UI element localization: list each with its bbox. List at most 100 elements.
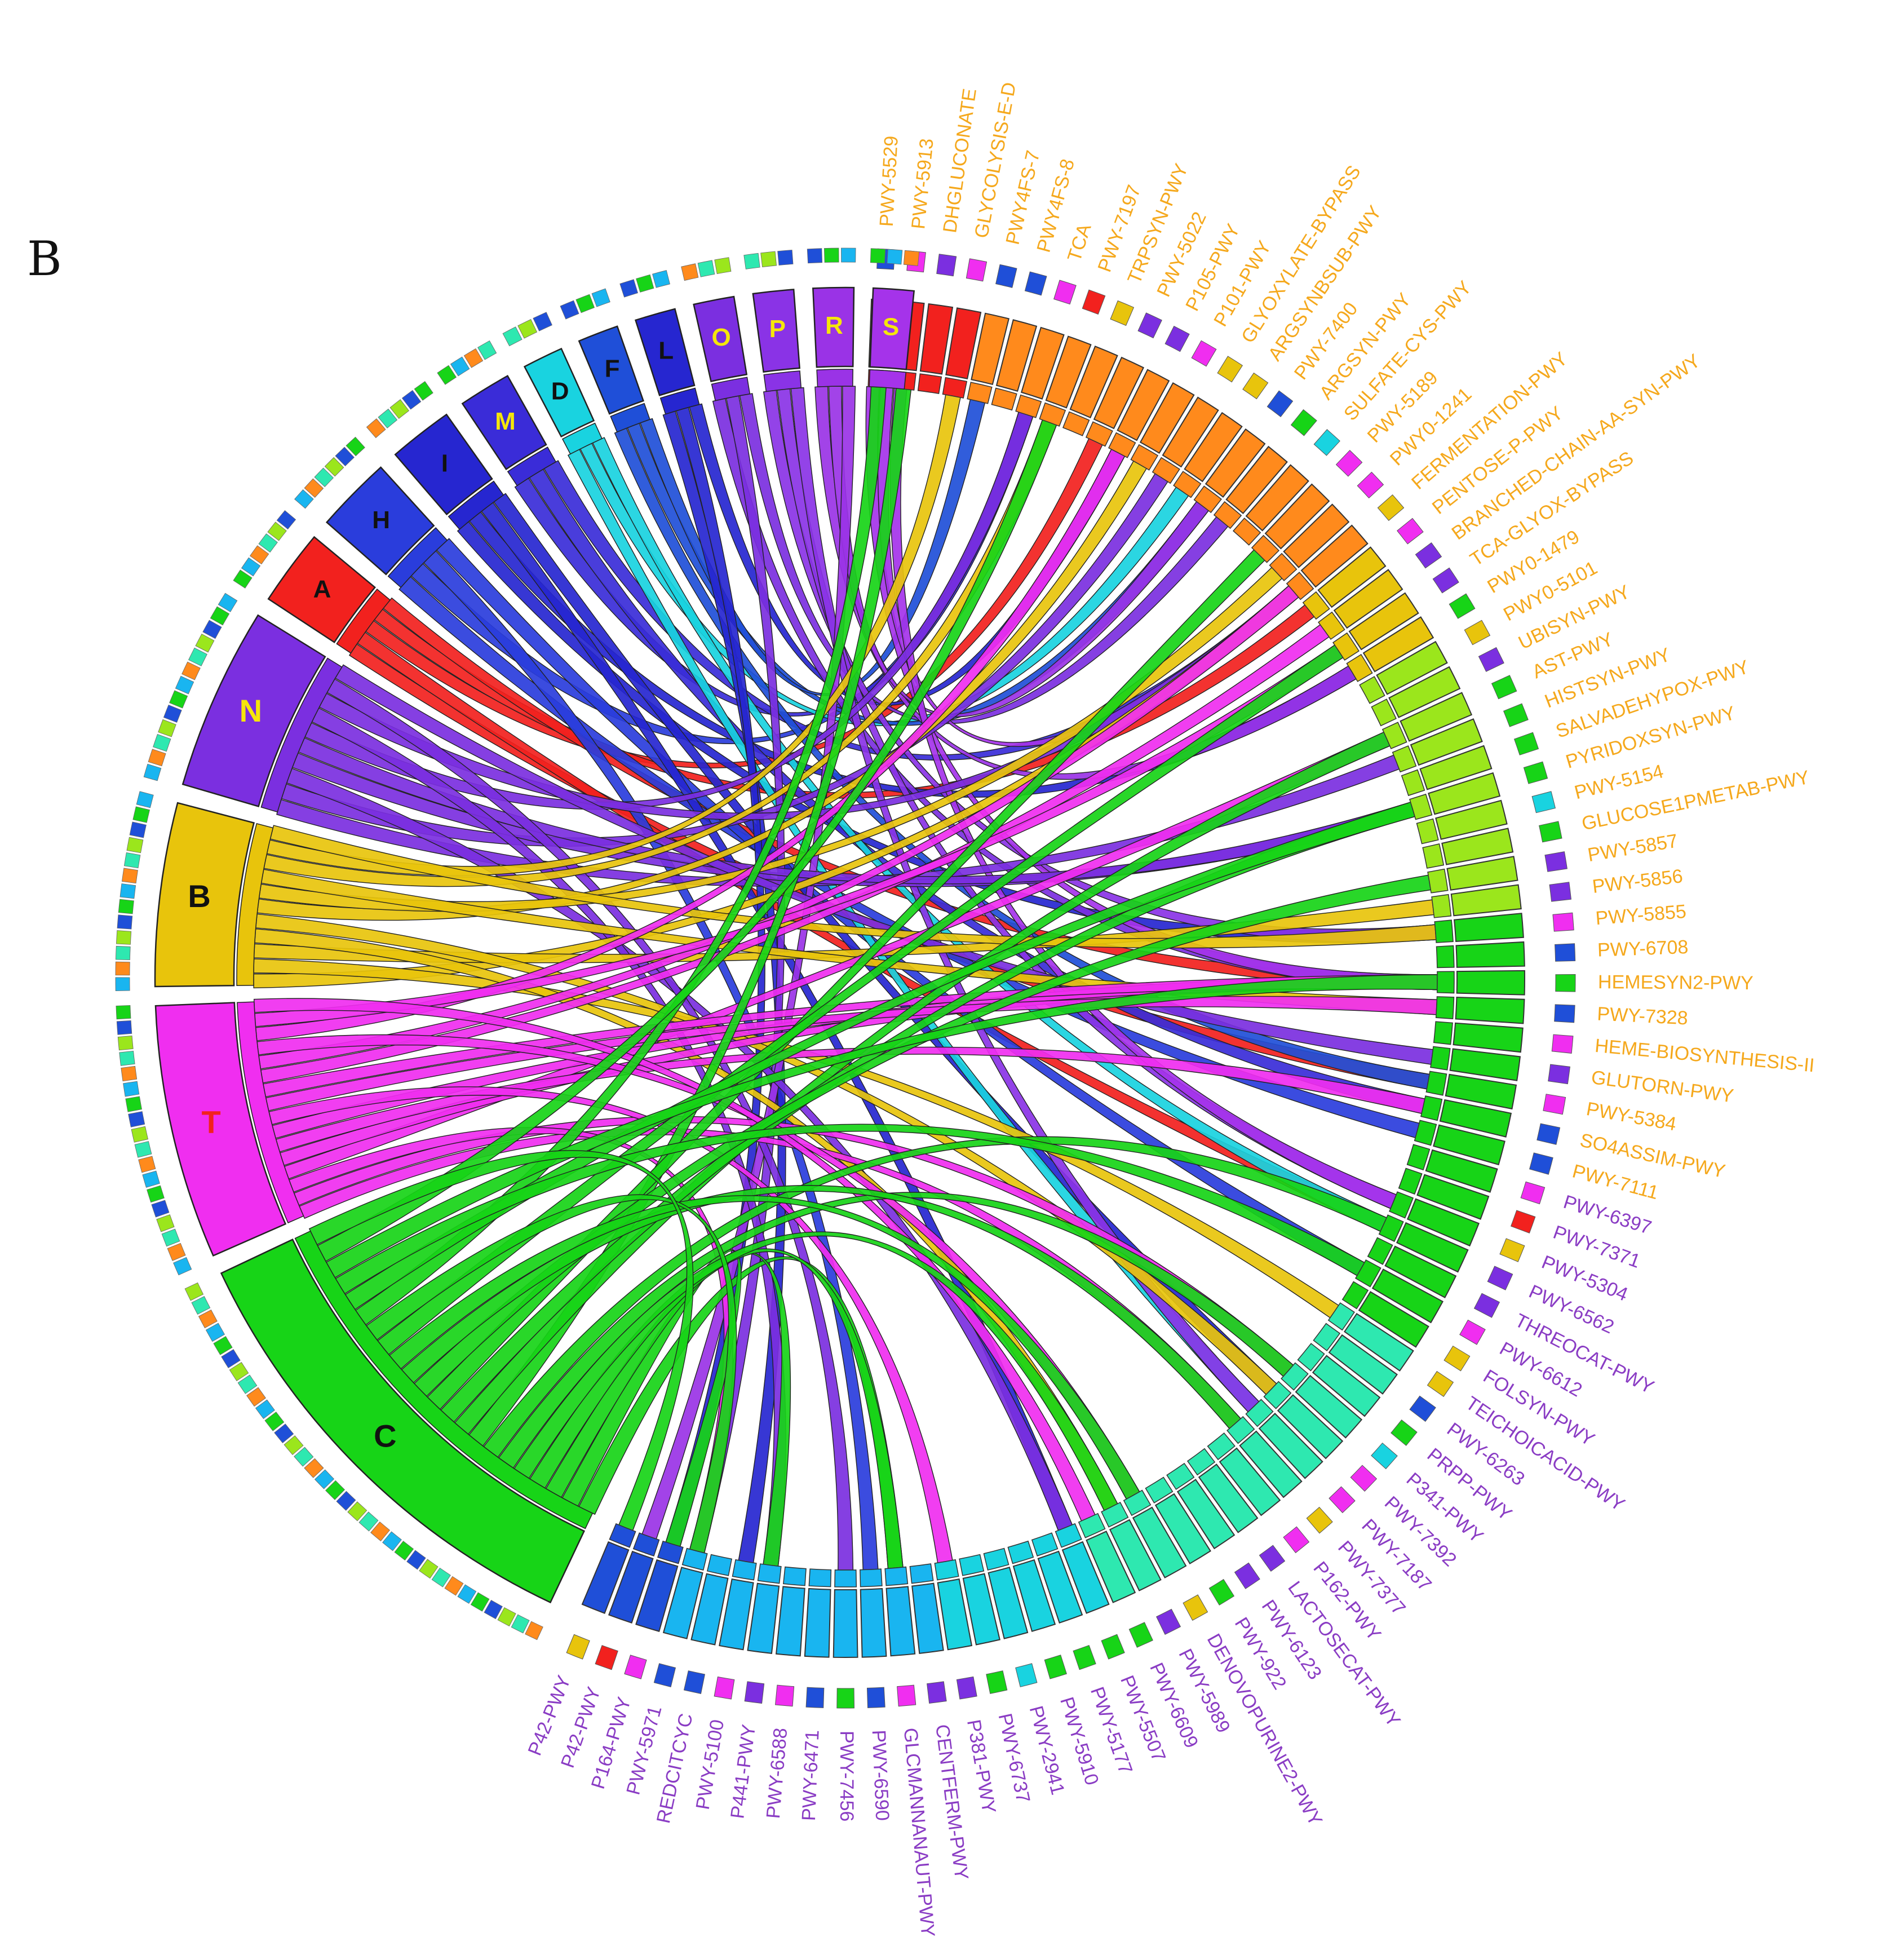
pathway-color-marker [1110, 300, 1135, 326]
pathway-inner-strip [1269, 552, 1298, 581]
segment-ring [154, 286, 1525, 1658]
pathway-label-purple: P381-PWY [963, 1718, 1000, 1815]
pathway-label-purple: PWY-7456 [836, 1731, 857, 1821]
pathway-inner-strip [983, 1547, 1009, 1571]
pathway-segment [911, 1582, 944, 1654]
pathway-segment [1198, 1463, 1259, 1533]
pathway-label-orange: PWY-5913 [907, 138, 938, 230]
group-color-tile [314, 467, 334, 488]
pathway-inner-strip [1435, 996, 1455, 1019]
group-color-tile [153, 734, 171, 752]
group-color-tile [210, 606, 230, 626]
group-color-tile [117, 1036, 134, 1051]
pathway-color-marker [1539, 821, 1562, 843]
pathway-segment [962, 1573, 1000, 1646]
pathway-inner-strip [1015, 394, 1042, 418]
pathway-segment [1109, 1519, 1162, 1591]
pathway-inner-strip [1409, 793, 1433, 820]
pathway-color-marker [714, 1676, 735, 1700]
pathway-color-marker [1044, 1655, 1067, 1679]
group-color-tile [125, 1096, 142, 1112]
pathway-segment [1435, 799, 1508, 840]
group-color-tile [743, 253, 760, 269]
pathway-color-marker [1529, 1152, 1553, 1175]
pathway-inner-strip [1193, 485, 1222, 514]
group-color-tile [237, 1374, 258, 1394]
pathway-color-marker [1335, 450, 1363, 477]
group-color-tile [382, 1531, 402, 1551]
group-color-tile [188, 647, 207, 666]
pathway-label-purple: PWY-6471 [798, 1730, 823, 1821]
group-color-tile [116, 1020, 132, 1035]
pathway-segment [1450, 884, 1522, 917]
group-color-tile [116, 930, 132, 945]
pathway-color-marker [1520, 1181, 1546, 1205]
pathway-label-orange: PWY-5384 [1584, 1098, 1677, 1135]
group-color-tile [143, 763, 162, 781]
group-color-tile [444, 1576, 464, 1596]
pathway-inner-strip [860, 1568, 883, 1587]
pathway-segment [1400, 692, 1473, 742]
group-color-tile [246, 1387, 266, 1407]
pathway-color-marker [986, 1670, 1008, 1694]
pathway-segment [1277, 1394, 1344, 1460]
pathway-inner-strip [1055, 1523, 1082, 1548]
pathway-color-marker [1427, 1370, 1454, 1397]
pathway-color-marker [1082, 289, 1106, 315]
group-color-tile [517, 319, 538, 339]
pathway-segment [1258, 1412, 1323, 1479]
pathway-inner-strip [1031, 1532, 1059, 1556]
pathway-color-marker [653, 1663, 676, 1687]
pathway-color-marker [1217, 356, 1243, 383]
pathway-segment [1093, 356, 1145, 430]
group-color-tile [401, 390, 422, 410]
group-color-tile [378, 408, 398, 428]
pathway-segment [1086, 1531, 1136, 1603]
pathway-color-marker [1491, 675, 1517, 700]
pathway-inner-strip [657, 1540, 684, 1564]
pathway-inner-strip [1302, 591, 1330, 620]
group-color-tile [128, 1111, 145, 1127]
pathway-inner-strip [681, 1547, 708, 1571]
pathway-segment [608, 1550, 654, 1624]
pathway-inner-strip [1431, 894, 1452, 918]
group-segment-i [394, 413, 493, 516]
pathway-color-marker [1290, 409, 1317, 436]
pathway-inner-strip [1226, 1416, 1255, 1444]
group-color-tile [198, 1309, 218, 1329]
pathway-segment [937, 1578, 973, 1651]
group-color-tile [138, 1156, 156, 1173]
pathway-color-marker [866, 1687, 885, 1708]
pathway-color-marker [1137, 312, 1162, 339]
pathway-segment [988, 1567, 1029, 1639]
pathway-inner-strip [1436, 971, 1455, 994]
group-color-tile [777, 250, 794, 266]
group-color-tile [274, 1423, 294, 1444]
pathway-segment [919, 303, 954, 375]
pathway-segment [1428, 772, 1501, 815]
group-color-tile [202, 620, 222, 639]
pathway-label-orange: PWY-6708 [1597, 936, 1689, 961]
pathway-segment [1416, 1174, 1490, 1220]
pathway-inner-strip [1263, 1381, 1292, 1409]
group-color-tile [258, 533, 278, 553]
group-inner-strip [659, 387, 700, 415]
group-color-tile [502, 326, 523, 347]
pathway-color-marker [1409, 1395, 1436, 1422]
pathway-segment [1406, 1198, 1480, 1247]
pathway-color-marker [897, 1684, 916, 1707]
group-label-r: R [825, 312, 843, 339]
pathway-color-marker [1267, 390, 1294, 418]
pathway-segment [1362, 616, 1434, 673]
pathway-color-marker [1415, 542, 1442, 569]
group-segment-t [154, 1002, 287, 1257]
group-inner-strip [869, 369, 907, 390]
group-label-t: T [201, 1104, 220, 1140]
pathway-label-purple: PWY-6590 [868, 1730, 893, 1821]
pathway-segment [581, 1541, 630, 1614]
pathway-segment [1045, 335, 1092, 409]
pathway-inner-strip [959, 1554, 985, 1576]
pathway-segment [1333, 569, 1403, 629]
group-inner-strip [561, 422, 603, 455]
group-color-tile [191, 1296, 211, 1315]
